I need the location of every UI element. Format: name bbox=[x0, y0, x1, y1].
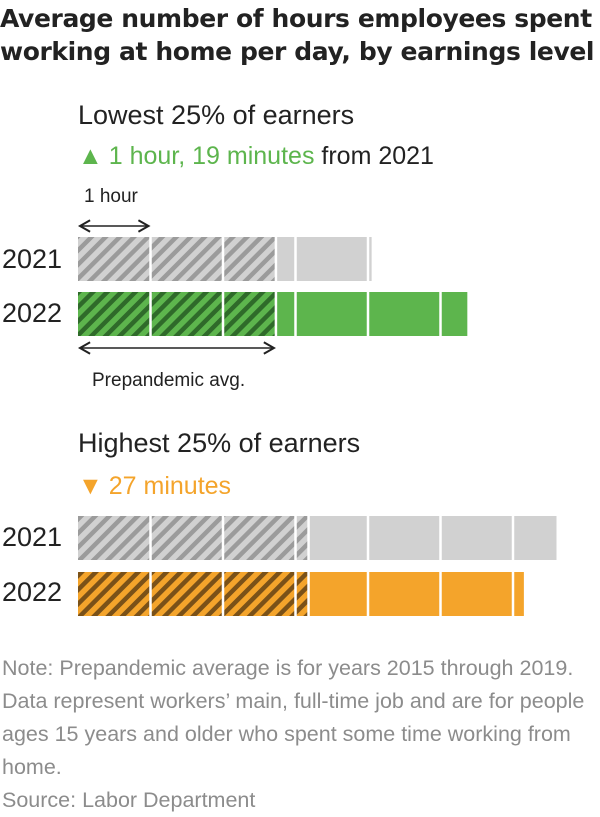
year-label-lowest-2022: 2022 bbox=[2, 298, 63, 328]
chart-note: Note: Prepandemic average is for years 2… bbox=[2, 652, 598, 817]
change-highest: ▼ 27 minutes bbox=[78, 472, 231, 501]
up-arrow-icon: ▲ bbox=[78, 142, 103, 170]
year-label-highest-2022: 2022 bbox=[2, 577, 63, 607]
prepandemic-hatch-lowest-2021 bbox=[78, 237, 276, 281]
chart-title: Average number of hours employees spent … bbox=[0, 4, 595, 66]
prepandemic-hatch-highest-2022 bbox=[78, 572, 309, 616]
change-suffix-lowest: from 2021 bbox=[314, 142, 434, 170]
scale-label: 1 hour bbox=[84, 186, 138, 207]
change-lowest: ▲ 1 hour, 19 minutes from 2021 bbox=[78, 142, 434, 171]
year-label-highest-2021: 2021 bbox=[2, 522, 63, 552]
prepandemic-hatch-highest-2021 bbox=[78, 516, 309, 560]
prepandemic-label: Prepandemic avg. bbox=[92, 370, 246, 391]
prepandemic-hatch-lowest-2022 bbox=[78, 292, 276, 336]
source-text: Source: Labor Department bbox=[2, 788, 256, 812]
down-arrow-icon: ▼ bbox=[78, 472, 103, 500]
change-amount-lowest: 1 hour, 19 minutes bbox=[108, 142, 315, 170]
group-title-highest: Highest 25% of earners bbox=[78, 428, 361, 458]
year-label-lowest-2021: 2021 bbox=[2, 244, 63, 274]
group-title-lowest: Lowest 25% of earners bbox=[78, 100, 355, 130]
change-amount-highest: 27 minutes bbox=[108, 472, 232, 500]
note-text: Note: Prepandemic average is for years 2… bbox=[2, 656, 585, 779]
